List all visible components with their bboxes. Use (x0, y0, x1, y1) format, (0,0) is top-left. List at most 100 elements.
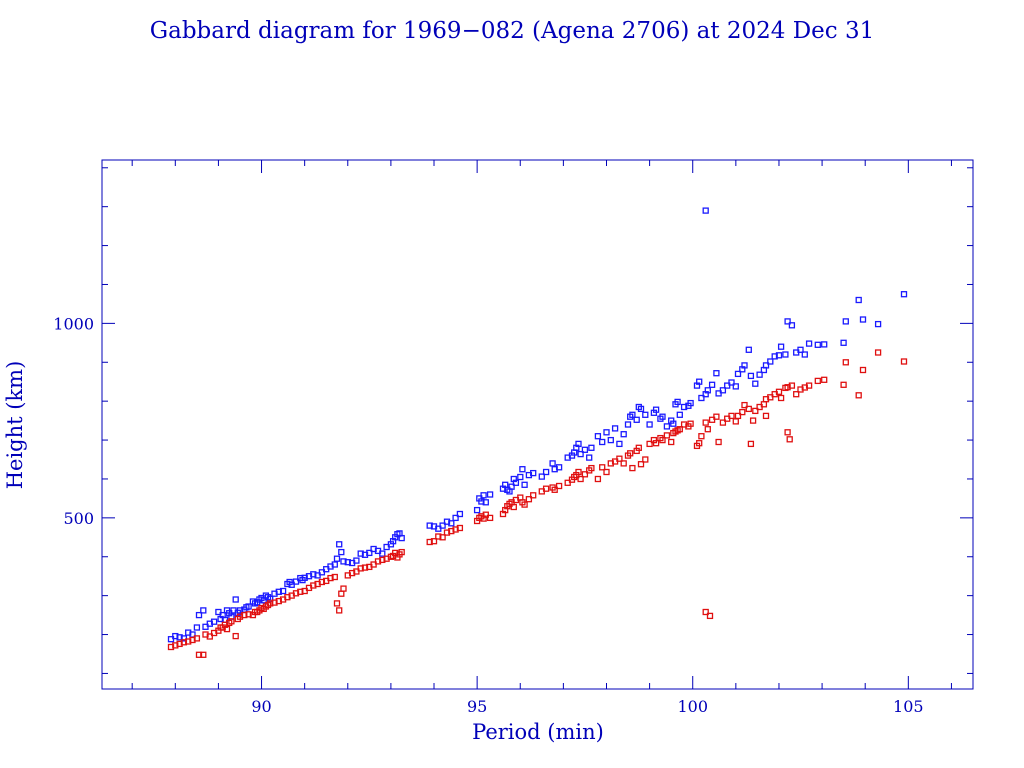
apogee-point (245, 603, 252, 610)
perigee-point (331, 573, 338, 581)
perigee-point (336, 607, 343, 614)
apogee-point (728, 379, 735, 386)
apogee-point (279, 587, 287, 595)
perigee-point (379, 556, 386, 564)
apogee-point (874, 320, 882, 328)
perigee-point (555, 482, 563, 490)
perigee-point (361, 564, 369, 571)
perigee-point (271, 599, 278, 606)
apogee-point (616, 440, 623, 448)
apogee-point (642, 411, 649, 418)
perigee-point (805, 382, 813, 389)
perigee-point (551, 486, 558, 493)
apogee-point (333, 555, 341, 562)
perigee-point (193, 635, 201, 642)
apogee-point (439, 522, 446, 529)
perigee-point (176, 640, 183, 648)
apogee-point (687, 399, 694, 407)
perigee-point (616, 455, 623, 462)
apogee-point (193, 624, 201, 631)
apogee-point (747, 372, 755, 380)
perigee-point (786, 436, 793, 443)
apogee-point (702, 207, 709, 214)
apogee-point (512, 479, 520, 486)
apogee-point (704, 387, 711, 394)
perigee-point (284, 594, 291, 601)
apogee-point (200, 607, 207, 614)
perigee-point (637, 461, 645, 468)
perigee-point (241, 611, 248, 619)
apogee-point (713, 370, 720, 377)
apogee-point (767, 358, 774, 365)
apogee-point (344, 559, 351, 566)
apogee-point (353, 557, 360, 564)
perigee-point (784, 384, 791, 391)
apogee-point (310, 571, 317, 578)
perigee-point (668, 438, 675, 446)
perigee-point (185, 638, 192, 645)
apogee-point (473, 506, 481, 514)
perigee-point (752, 407, 759, 415)
apogee-point (301, 574, 308, 581)
apogee-point (788, 322, 796, 329)
x-tick-label: 90 (251, 697, 271, 716)
perigee-point (734, 412, 742, 420)
perigee-point (627, 450, 634, 457)
apogee-point (575, 440, 582, 448)
perigee-point (482, 511, 489, 518)
perigee-point (338, 590, 345, 597)
apogee-point (708, 381, 716, 388)
perigee-point (588, 464, 595, 472)
apogee-point (577, 450, 584, 458)
apogee-point (814, 341, 821, 348)
perigee-point (426, 538, 433, 546)
perigee-point (292, 590, 300, 597)
perigee-point (581, 471, 589, 478)
perigee-point (629, 464, 636, 472)
perigee-point (840, 381, 847, 388)
perigee-point (486, 514, 494, 522)
apogee-point (855, 296, 862, 304)
perigee-point (620, 460, 627, 467)
apogee-point (549, 460, 556, 467)
apogee-point (426, 522, 433, 529)
apogee-point (448, 520, 455, 527)
perigee-point (223, 625, 231, 633)
perigee-point (652, 440, 660, 447)
apogee-point (741, 362, 748, 369)
apogee-point (652, 406, 660, 413)
apogee-point (603, 429, 610, 436)
perigee-point (167, 643, 175, 651)
perigee-point (530, 492, 537, 499)
apogee-point (756, 371, 763, 378)
apogee-point (900, 291, 908, 298)
apogee-point (357, 550, 364, 557)
perigee-point (676, 426, 683, 433)
apogee-point (611, 425, 619, 432)
apogee-point (331, 561, 338, 568)
perigee-point (814, 377, 821, 385)
apogee-point (480, 492, 487, 499)
perigee-point (333, 600, 341, 607)
apogee-point (805, 340, 813, 347)
perigee-point (348, 569, 356, 577)
apogee-point (338, 548, 345, 556)
perigee-point (749, 417, 757, 424)
perigee-point (821, 376, 828, 383)
y-tick-label: 1000 (53, 314, 94, 333)
apogee-point (698, 394, 705, 402)
chart-title: Gabbard diagram for 1969−082 (Agena 2706… (150, 18, 875, 44)
axis-ticks (102, 160, 973, 689)
perigee-point (842, 359, 849, 366)
apogee-point (633, 416, 640, 423)
perigee-point (788, 382, 796, 389)
perigee-point (784, 429, 791, 436)
apogee-point (745, 346, 752, 353)
perigee-point (521, 501, 528, 508)
perigee-point (704, 426, 711, 433)
apogee-point (586, 454, 593, 461)
perigee-point (430, 538, 438, 545)
perigee-point (702, 608, 709, 616)
x-tick-label: 95 (467, 697, 487, 716)
